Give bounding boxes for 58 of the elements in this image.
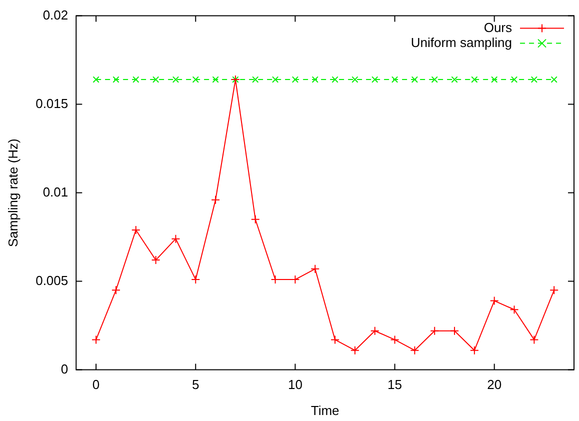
point — [550, 286, 559, 295]
point — [471, 76, 478, 83]
point — [530, 76, 538, 83]
point — [192, 76, 199, 83]
y-axis-title: Sampling rate (Hz) — [5, 138, 20, 247]
point — [510, 76, 518, 83]
point — [312, 76, 318, 83]
point — [132, 76, 140, 83]
point — [470, 346, 479, 355]
x-axis-title: Time — [310, 402, 340, 418]
point — [111, 286, 120, 295]
x-tick-label: 5 — [192, 377, 200, 392]
point — [332, 76, 338, 83]
point — [272, 76, 279, 83]
point — [172, 76, 180, 83]
point — [191, 275, 200, 284]
point — [391, 76, 398, 83]
point — [550, 76, 558, 83]
x-tick-label: 20 — [487, 377, 502, 392]
point — [411, 76, 418, 83]
point — [352, 76, 358, 83]
point — [350, 346, 360, 355]
point — [212, 76, 219, 83]
point — [292, 76, 299, 83]
point — [450, 326, 460, 336]
point — [92, 335, 101, 344]
point — [252, 76, 259, 83]
point — [250, 214, 260, 224]
y-tick-label: 0.01 — [42, 184, 68, 200]
point — [491, 76, 498, 83]
x-tick-label: 0 — [92, 377, 100, 392]
y-tick-label: 0.015 — [36, 96, 68, 111]
point — [131, 225, 140, 234]
point — [92, 76, 100, 83]
point — [370, 326, 380, 336]
point — [430, 326, 440, 336]
y-tick-label: 0.02 — [42, 7, 68, 22]
y-tick-label: 0.005 — [36, 272, 68, 288]
point — [451, 76, 458, 83]
point — [431, 76, 438, 83]
point — [112, 76, 120, 83]
point — [151, 256, 160, 265]
point — [490, 296, 499, 306]
x-tick-label: 15 — [388, 377, 402, 392]
point — [530, 335, 539, 344]
point — [390, 335, 400, 344]
point — [510, 305, 519, 314]
point — [211, 195, 220, 204]
point — [410, 346, 420, 355]
point — [310, 264, 320, 274]
point — [330, 335, 340, 344]
point — [372, 76, 378, 83]
legend-label: Uniform sampling — [410, 34, 512, 50]
y-tick-label: 0 — [60, 361, 68, 376]
x-tick-label: 10 — [288, 377, 302, 392]
point — [171, 234, 180, 244]
legend-label: Ours — [484, 20, 512, 35]
point — [152, 76, 160, 83]
